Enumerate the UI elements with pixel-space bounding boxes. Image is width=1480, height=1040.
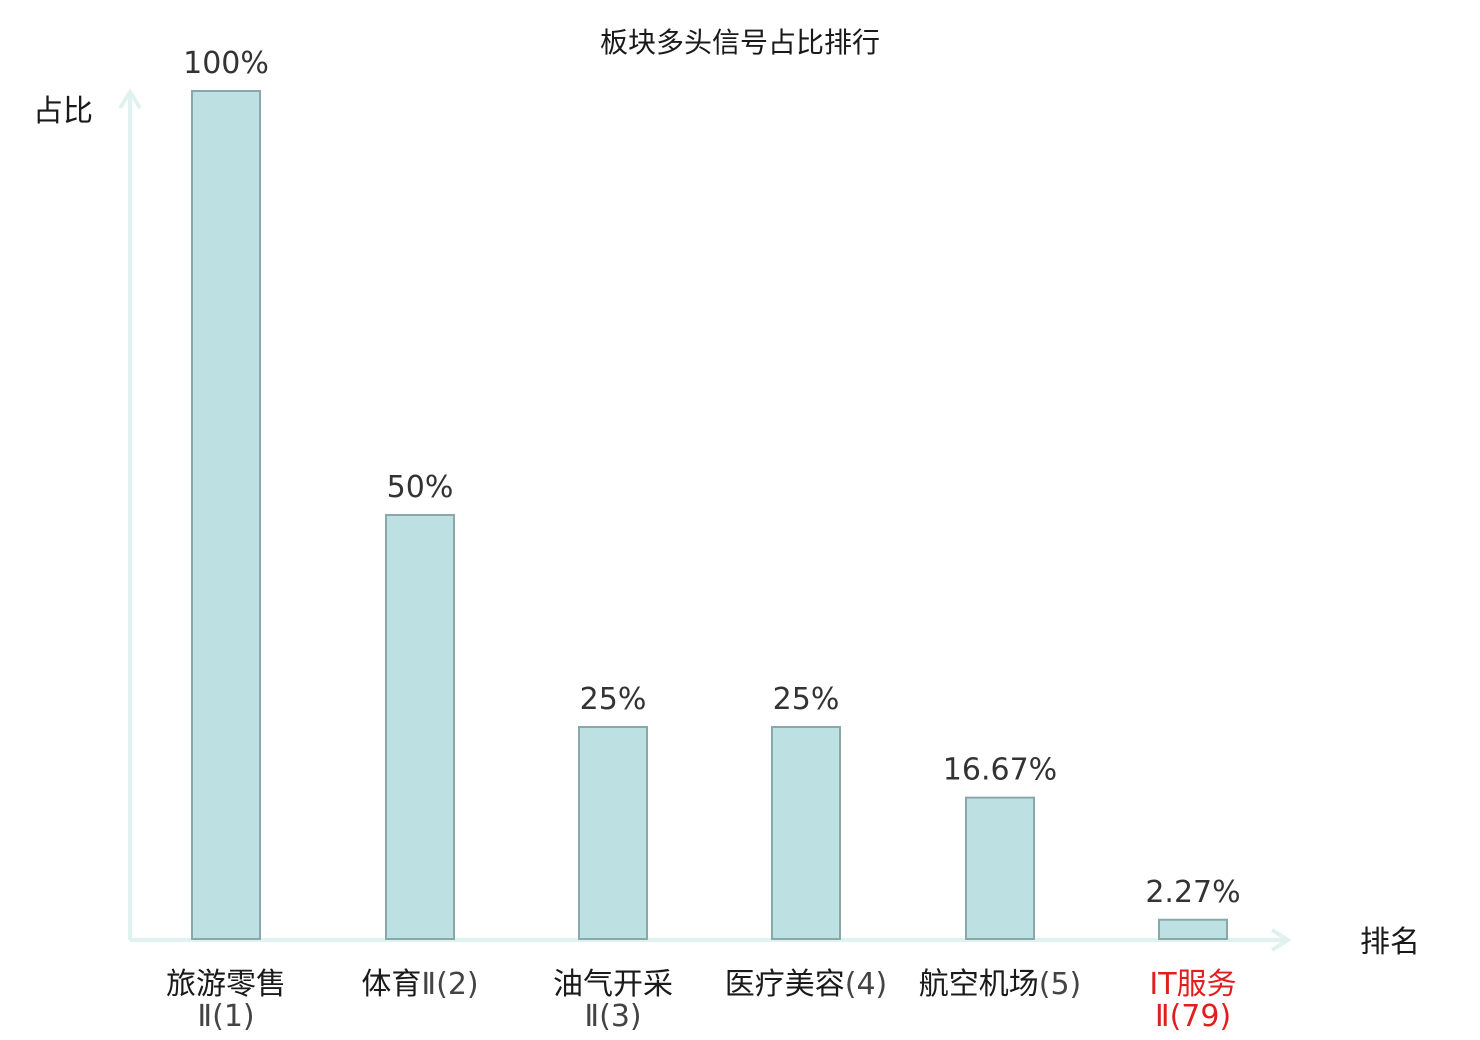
value-labels: 100% 50% 25% 25% 16.67% 2.27%	[183, 46, 1241, 910]
bar-6	[1158, 918, 1228, 941]
category-label-3: 油气开采 Ⅱ(3)	[553, 967, 673, 1034]
chart-title: 板块多头信号占比排行	[600, 26, 880, 59]
category-labels: 旅游零售 Ⅱ(1) 体育Ⅱ(2) 油气开采 Ⅱ(3) 医疗美容(4) 航空机场(5) IT服务…	[166, 967, 1237, 1034]
value-label-6: 2.27%	[1145, 875, 1240, 910]
value-label-5: 16.67%	[943, 753, 1057, 788]
value-label-2: 50%	[387, 470, 454, 505]
x-axis-arrow-icon	[1270, 928, 1292, 952]
bar-3	[578, 726, 648, 940]
category-label-2: 体育Ⅱ(2)	[361, 967, 478, 1002]
value-label-1: 100%	[183, 46, 269, 81]
bar-5	[965, 796, 1035, 941]
value-label-3: 25%	[580, 682, 647, 717]
y-axis-label: 占比	[33, 94, 93, 129]
bar-4	[771, 726, 841, 940]
category-label-4: 医疗美容(4)	[725, 967, 888, 1002]
value-label-4: 25%	[773, 682, 840, 717]
category-label-6: IT服务 Ⅱ(79)	[1149, 967, 1236, 1034]
axes	[118, 88, 1292, 952]
category-label-5: 航空机场(5)	[919, 967, 1082, 1002]
y-axis-arrow-icon	[118, 88, 142, 110]
bar-2	[385, 514, 455, 940]
category-label-1: 旅游零售 Ⅱ(1)	[166, 967, 286, 1034]
bar-1	[191, 90, 261, 940]
bars	[191, 90, 1228, 941]
x-axis-label: 排名	[1360, 925, 1420, 960]
